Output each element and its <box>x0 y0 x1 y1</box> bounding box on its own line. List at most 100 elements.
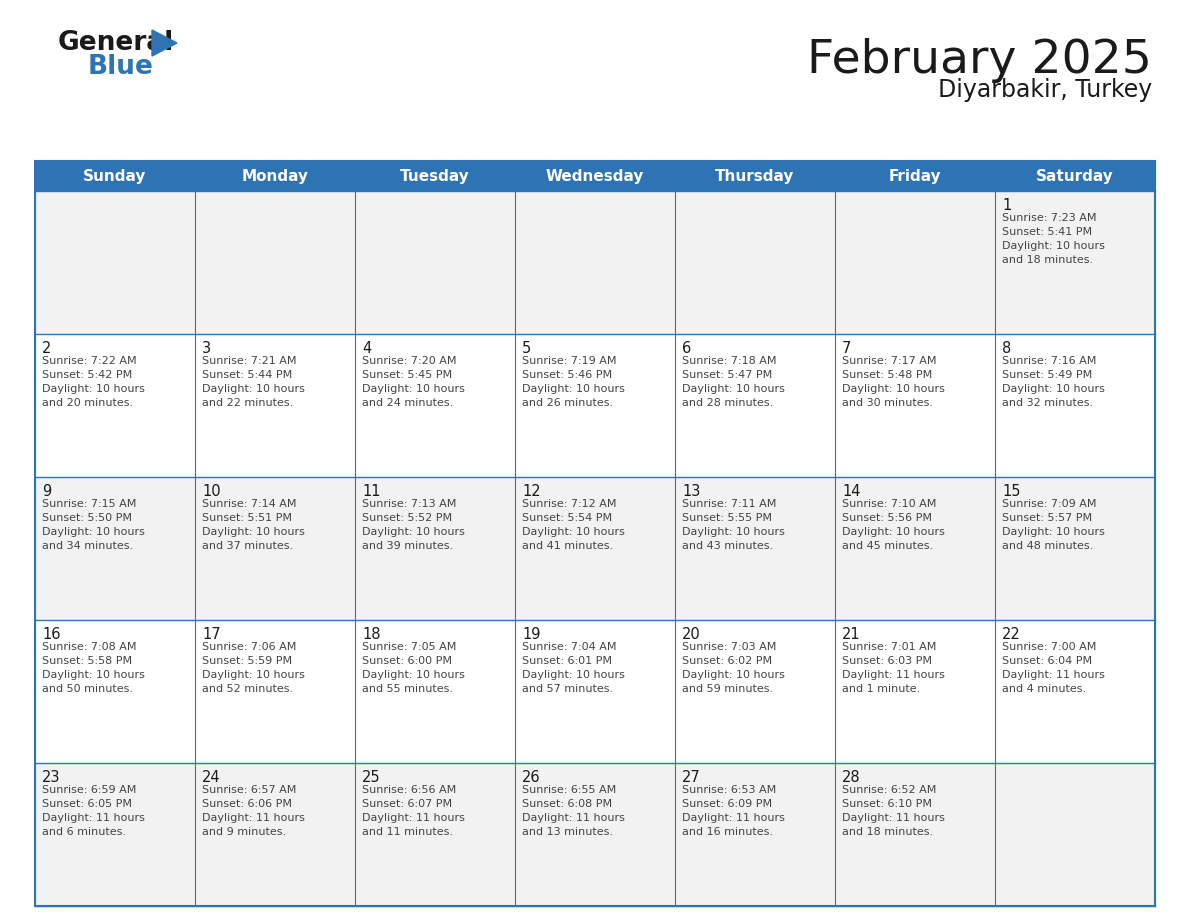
Text: Sunrise: 7:04 AM: Sunrise: 7:04 AM <box>522 642 617 652</box>
Text: Sunset: 6:10 PM: Sunset: 6:10 PM <box>842 799 933 809</box>
Text: Sunrise: 6:53 AM: Sunrise: 6:53 AM <box>682 785 776 795</box>
Text: Sunrise: 7:01 AM: Sunrise: 7:01 AM <box>842 642 936 652</box>
Text: Sunrise: 7:17 AM: Sunrise: 7:17 AM <box>842 356 936 366</box>
Bar <box>675 334 835 477</box>
Bar <box>34 477 195 620</box>
Text: Daylight: 11 hours: Daylight: 11 hours <box>842 670 944 680</box>
Text: Daylight: 11 hours: Daylight: 11 hours <box>362 813 465 823</box>
Text: Sunset: 5:52 PM: Sunset: 5:52 PM <box>362 513 453 523</box>
Text: and 24 minutes.: and 24 minutes. <box>362 398 454 408</box>
Text: Sunset: 5:54 PM: Sunset: 5:54 PM <box>522 513 612 523</box>
Bar <box>835 334 996 477</box>
Text: and 1 minute.: and 1 minute. <box>842 684 921 694</box>
Text: and 9 minutes.: and 9 minutes. <box>202 827 286 837</box>
Text: Diyarbakir, Turkey: Diyarbakir, Turkey <box>937 78 1152 102</box>
Text: Daylight: 10 hours: Daylight: 10 hours <box>682 384 785 394</box>
Bar <box>34 191 195 334</box>
Text: 17: 17 <box>202 627 221 642</box>
Text: Sunset: 5:48 PM: Sunset: 5:48 PM <box>842 370 933 380</box>
Text: General: General <box>58 30 175 56</box>
Text: Daylight: 10 hours: Daylight: 10 hours <box>202 670 305 680</box>
Text: Daylight: 10 hours: Daylight: 10 hours <box>1001 384 1105 394</box>
Text: Sunrise: 7:12 AM: Sunrise: 7:12 AM <box>522 499 617 509</box>
Text: and 50 minutes.: and 50 minutes. <box>42 684 133 694</box>
Text: Blue: Blue <box>88 54 154 80</box>
Text: and 52 minutes.: and 52 minutes. <box>202 684 293 694</box>
Text: Daylight: 11 hours: Daylight: 11 hours <box>522 813 625 823</box>
Bar <box>516 620 675 763</box>
Text: and 32 minutes.: and 32 minutes. <box>1001 398 1093 408</box>
Bar <box>34 763 195 906</box>
Text: Sunset: 6:04 PM: Sunset: 6:04 PM <box>1001 656 1092 666</box>
Text: Sunrise: 6:59 AM: Sunrise: 6:59 AM <box>42 785 137 795</box>
Bar <box>34 334 195 477</box>
Text: and 18 minutes.: and 18 minutes. <box>1001 255 1093 265</box>
Text: and 41 minutes.: and 41 minutes. <box>522 541 613 551</box>
Text: 9: 9 <box>42 484 51 499</box>
Text: 19: 19 <box>522 627 541 642</box>
Text: 1: 1 <box>1001 198 1011 213</box>
Text: Sunrise: 6:57 AM: Sunrise: 6:57 AM <box>202 785 296 795</box>
Text: Daylight: 10 hours: Daylight: 10 hours <box>362 670 465 680</box>
Text: Sunset: 5:57 PM: Sunset: 5:57 PM <box>1001 513 1092 523</box>
Text: Sunrise: 7:19 AM: Sunrise: 7:19 AM <box>522 356 617 366</box>
Text: 14: 14 <box>842 484 860 499</box>
Text: Sunrise: 7:08 AM: Sunrise: 7:08 AM <box>42 642 137 652</box>
Bar <box>996 334 1155 477</box>
Text: Sunset: 5:55 PM: Sunset: 5:55 PM <box>682 513 772 523</box>
Bar <box>835 477 996 620</box>
Text: Sunset: 5:51 PM: Sunset: 5:51 PM <box>202 513 292 523</box>
Text: Daylight: 11 hours: Daylight: 11 hours <box>42 813 145 823</box>
Text: 6: 6 <box>682 341 691 356</box>
Text: and 13 minutes.: and 13 minutes. <box>522 827 613 837</box>
Text: 23: 23 <box>42 770 61 785</box>
Text: Daylight: 10 hours: Daylight: 10 hours <box>522 384 625 394</box>
Text: and 57 minutes.: and 57 minutes. <box>522 684 613 694</box>
Text: and 39 minutes.: and 39 minutes. <box>362 541 453 551</box>
Text: Sunset: 5:45 PM: Sunset: 5:45 PM <box>362 370 453 380</box>
Text: Sunset: 6:07 PM: Sunset: 6:07 PM <box>362 799 453 809</box>
Text: and 20 minutes.: and 20 minutes. <box>42 398 133 408</box>
Bar <box>835 763 996 906</box>
Text: Friday: Friday <box>889 169 941 184</box>
Text: 18: 18 <box>362 627 380 642</box>
Text: Daylight: 10 hours: Daylight: 10 hours <box>842 527 944 537</box>
Text: 21: 21 <box>842 627 860 642</box>
Text: Sunrise: 7:11 AM: Sunrise: 7:11 AM <box>682 499 777 509</box>
Text: Sunrise: 6:55 AM: Sunrise: 6:55 AM <box>522 785 617 795</box>
Text: 7: 7 <box>842 341 852 356</box>
Text: Sunset: 5:44 PM: Sunset: 5:44 PM <box>202 370 292 380</box>
Text: Sunset: 6:01 PM: Sunset: 6:01 PM <box>522 656 612 666</box>
Text: Tuesday: Tuesday <box>400 169 470 184</box>
Text: Thursday: Thursday <box>715 169 795 184</box>
Text: Daylight: 11 hours: Daylight: 11 hours <box>682 813 785 823</box>
Text: 11: 11 <box>362 484 380 499</box>
Text: and 16 minutes.: and 16 minutes. <box>682 827 773 837</box>
Text: Sunset: 5:50 PM: Sunset: 5:50 PM <box>42 513 132 523</box>
Text: Daylight: 10 hours: Daylight: 10 hours <box>842 384 944 394</box>
Text: Daylight: 10 hours: Daylight: 10 hours <box>42 384 145 394</box>
Text: and 4 minutes.: and 4 minutes. <box>1001 684 1086 694</box>
Bar <box>355 191 516 334</box>
Text: Sunset: 6:03 PM: Sunset: 6:03 PM <box>842 656 933 666</box>
Bar <box>516 334 675 477</box>
Text: 2: 2 <box>42 341 51 356</box>
Text: Sunrise: 7:22 AM: Sunrise: 7:22 AM <box>42 356 137 366</box>
Bar <box>34 161 1155 906</box>
Text: and 6 minutes.: and 6 minutes. <box>42 827 126 837</box>
Text: Sunday: Sunday <box>83 169 146 184</box>
Text: Sunrise: 7:13 AM: Sunrise: 7:13 AM <box>362 499 456 509</box>
Text: Daylight: 10 hours: Daylight: 10 hours <box>522 670 625 680</box>
Text: Sunrise: 7:00 AM: Sunrise: 7:00 AM <box>1001 642 1097 652</box>
Text: 16: 16 <box>42 627 61 642</box>
Text: Sunrise: 7:16 AM: Sunrise: 7:16 AM <box>1001 356 1097 366</box>
Bar <box>675 191 835 334</box>
Bar <box>195 620 355 763</box>
Text: and 45 minutes.: and 45 minutes. <box>842 541 933 551</box>
Bar <box>355 334 516 477</box>
Bar <box>516 763 675 906</box>
Text: Daylight: 10 hours: Daylight: 10 hours <box>522 527 625 537</box>
Text: Sunrise: 6:56 AM: Sunrise: 6:56 AM <box>362 785 456 795</box>
Text: Sunset: 5:46 PM: Sunset: 5:46 PM <box>522 370 612 380</box>
Text: 25: 25 <box>362 770 380 785</box>
